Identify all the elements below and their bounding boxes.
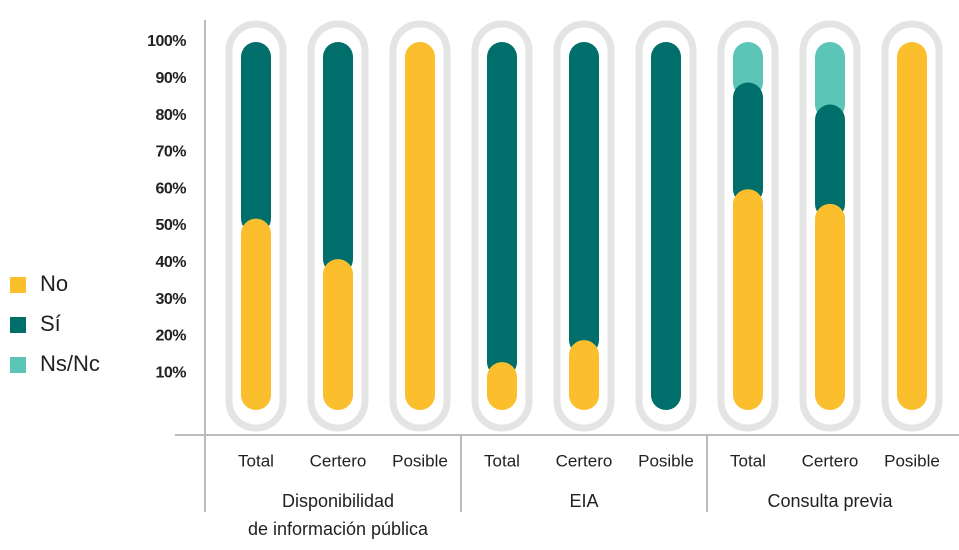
bar-segment [241, 218, 271, 410]
bar-segment [733, 189, 763, 410]
y-tick-label: 90% [155, 70, 186, 87]
y-tick-label: 80% [155, 107, 186, 124]
x-tick-label: Certero [310, 451, 367, 470]
bar-segment [323, 42, 353, 275]
bar-segment [569, 340, 599, 410]
x-tick-label: Certero [556, 451, 613, 470]
y-tick-label: 30% [155, 291, 186, 308]
legend-label: No [40, 271, 68, 296]
x-tick-label: Certero [802, 451, 859, 470]
y-tick-label: 10% [155, 364, 186, 381]
y-tick-label: 60% [155, 180, 186, 197]
bar-segment [733, 82, 763, 205]
legend-swatch [10, 277, 26, 293]
y-tick-label: 70% [155, 144, 186, 161]
bar-segment [487, 362, 517, 410]
y-tick-label: 100% [147, 33, 186, 50]
legend-swatch [10, 317, 26, 333]
bar-segment [569, 42, 599, 356]
bar-segment [733, 42, 763, 98]
legend-label: Ns/Nc [40, 351, 100, 376]
bar-segment [815, 42, 845, 120]
group-label: Disponibilidad de información pública [248, 491, 429, 539]
bar-segment [323, 259, 353, 410]
x-tick-label: Total [238, 451, 274, 470]
x-tick-label: Posible [392, 451, 448, 470]
bar-segment [815, 104, 845, 219]
x-tick-label: Posible [638, 451, 694, 470]
y-tick-label: 20% [155, 328, 186, 345]
y-tick-label: 40% [155, 254, 186, 271]
group-label: Consulta previa [767, 491, 893, 511]
bar-segment [815, 203, 845, 410]
group-label: EIA [569, 491, 598, 511]
bar-segment [405, 42, 435, 410]
x-tick-label: Total [730, 451, 766, 470]
bar-segment [897, 42, 927, 410]
legend-label: Sí [40, 311, 61, 336]
x-tick-label: Posible [884, 451, 940, 470]
legend-swatch [10, 357, 26, 373]
x-tick-label: Total [484, 451, 520, 470]
y-tick-label: 50% [155, 217, 186, 234]
bar-segment [487, 42, 517, 378]
bar-segment [241, 42, 271, 234]
bar-segment [651, 42, 681, 410]
